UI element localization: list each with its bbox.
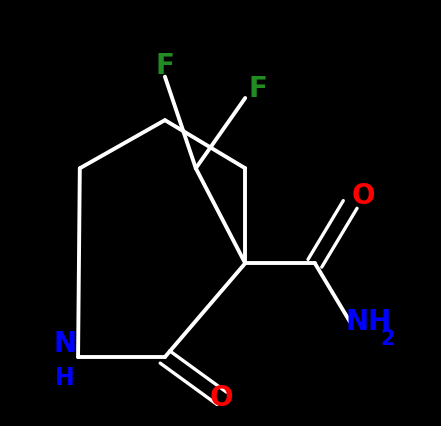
Text: O: O	[351, 182, 375, 210]
Text: F: F	[156, 52, 174, 80]
Text: N: N	[53, 330, 76, 358]
Text: F: F	[249, 75, 268, 104]
Text: NH: NH	[346, 308, 392, 336]
Text: H: H	[55, 366, 75, 390]
Text: 2: 2	[381, 329, 395, 349]
Text: O: O	[210, 384, 234, 412]
